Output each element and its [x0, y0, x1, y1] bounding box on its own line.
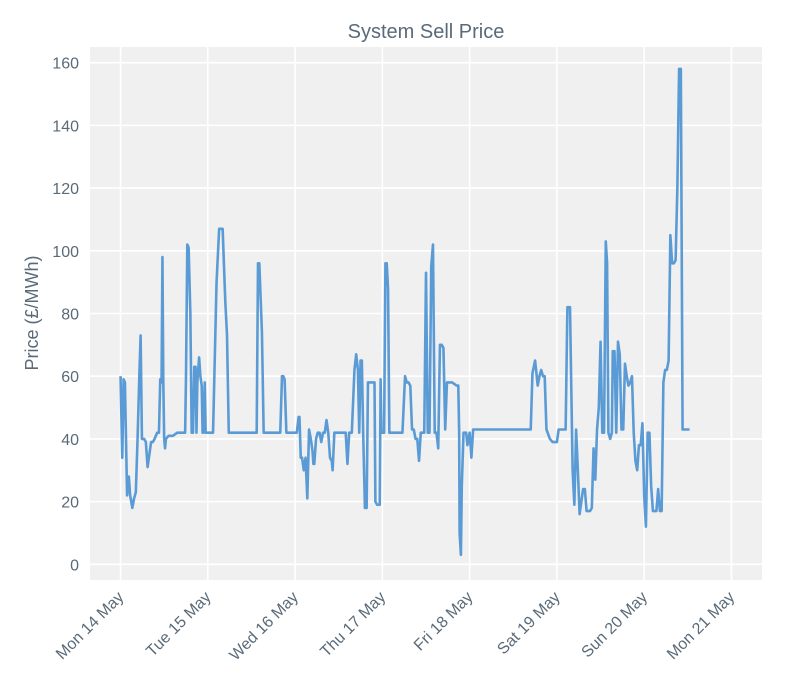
y-tick-label: 40	[61, 432, 79, 449]
y-tick-label: 0	[70, 557, 79, 574]
series-line	[119, 67, 690, 557]
y-tick-label: 160	[52, 56, 79, 73]
y-tick-label: 140	[52, 118, 79, 135]
x-tick-label: Wed 16 May	[227, 589, 302, 664]
x-gridlines	[119, 47, 733, 580]
chart-title: System Sell Price	[348, 21, 505, 43]
x-tick-label: Sat 19 May	[494, 589, 563, 658]
x-tick-label: Mon 21 May	[664, 589, 738, 663]
y-tick-label: 80	[61, 307, 79, 324]
y-gridlines	[90, 61, 762, 566]
y-axis-label: Price (£/MWh)	[22, 255, 42, 370]
x-tick-label: Sun 20 May	[579, 589, 651, 661]
y-tick-label: 60	[61, 369, 79, 386]
x-tick-label: Thu 17 May	[317, 589, 389, 661]
x-tick-labels: Mon 14 May Tue 15 May Wed 16 May Thu 17 May…	[53, 589, 738, 664]
y-tick-label: 120	[52, 181, 79, 198]
x-tick-label: Fri 18 May	[411, 589, 476, 654]
x-tick-label: Tue 15 May	[143, 589, 214, 660]
y-tick-labels: 0 20 40 60 80 100 120 140 160	[52, 56, 79, 575]
x-tick-label: Mon 14 May	[53, 589, 127, 663]
series-layer	[119, 67, 690, 557]
y-tick-label: 100	[52, 244, 79, 261]
y-tick-label: 20	[61, 495, 79, 512]
